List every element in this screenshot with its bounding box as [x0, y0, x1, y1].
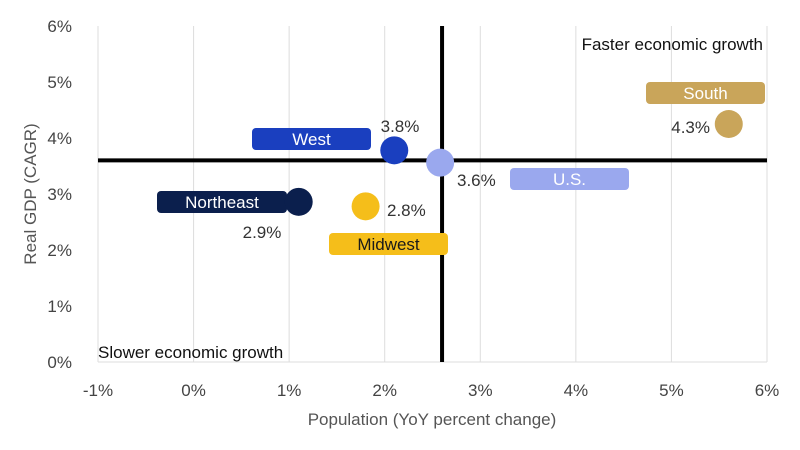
data-point — [351, 192, 380, 221]
data-point — [284, 187, 313, 216]
x-tick-label: 1% — [277, 381, 302, 400]
region-label-box — [646, 82, 765, 104]
y-tick-label: 5% — [47, 73, 72, 92]
data-point — [426, 148, 455, 177]
data-point — [714, 110, 743, 138]
region-label-box — [510, 168, 629, 190]
point-group: U.S. 3.6% — [426, 148, 629, 190]
region-label: Midwest — [357, 235, 420, 254]
y-tick-label: 1% — [47, 297, 72, 316]
point-group: Northeast 2.9% — [157, 187, 313, 242]
region-label: South — [683, 84, 727, 103]
region-label-box — [157, 191, 287, 213]
x-tick-label: 5% — [659, 381, 684, 400]
x-tick-label: 3% — [468, 381, 493, 400]
region-label: U.S. — [553, 170, 586, 189]
quadrant-label-slower: Slower economic growth — [98, 343, 283, 362]
x-tick-label: 0% — [181, 381, 206, 400]
quadrant-label-faster: Faster economic growth — [582, 35, 763, 54]
point-group: South 4.3% — [646, 82, 765, 138]
y-tick-label: 4% — [47, 129, 72, 148]
region-label-box — [252, 128, 371, 150]
x-tick-label: -1% — [83, 381, 113, 400]
y-tick-label: 6% — [47, 17, 72, 36]
value-label: 3.8% — [381, 117, 420, 136]
y-tick-label: 3% — [47, 185, 72, 204]
value-label: 4.3% — [671, 118, 710, 137]
x-axis-title: Population (YoY percent change) — [308, 410, 557, 429]
region-label: West — [292, 130, 331, 149]
x-tick-label: 6% — [755, 381, 780, 400]
value-label: 2.9% — [243, 223, 282, 242]
x-tick-label: 4% — [564, 381, 589, 400]
region-label: Northeast — [185, 193, 259, 212]
y-tick-label: 2% — [47, 241, 72, 260]
point-group: West 3.8% — [252, 117, 420, 165]
y-tick-label: 0% — [47, 353, 72, 372]
tick-labels: -1% 0% 1% 2% 3% 4% 5% 6% 0% 1% 2% 3% 4% 5% 6% — [47, 17, 779, 400]
x-tick-label: 2% — [372, 381, 397, 400]
region-label-box — [329, 233, 448, 255]
point-group: Midwest 2.8% — [329, 192, 448, 255]
value-label: 2.8% — [387, 201, 426, 220]
data-points: South 4.3% West 3.8% U.S. 3.6% Northeast 2.9% Mi… — [157, 82, 765, 255]
data-point — [380, 136, 409, 165]
value-label: 3.6% — [457, 171, 496, 190]
y-axis-title: Real GDP (CAGR) — [21, 123, 40, 264]
